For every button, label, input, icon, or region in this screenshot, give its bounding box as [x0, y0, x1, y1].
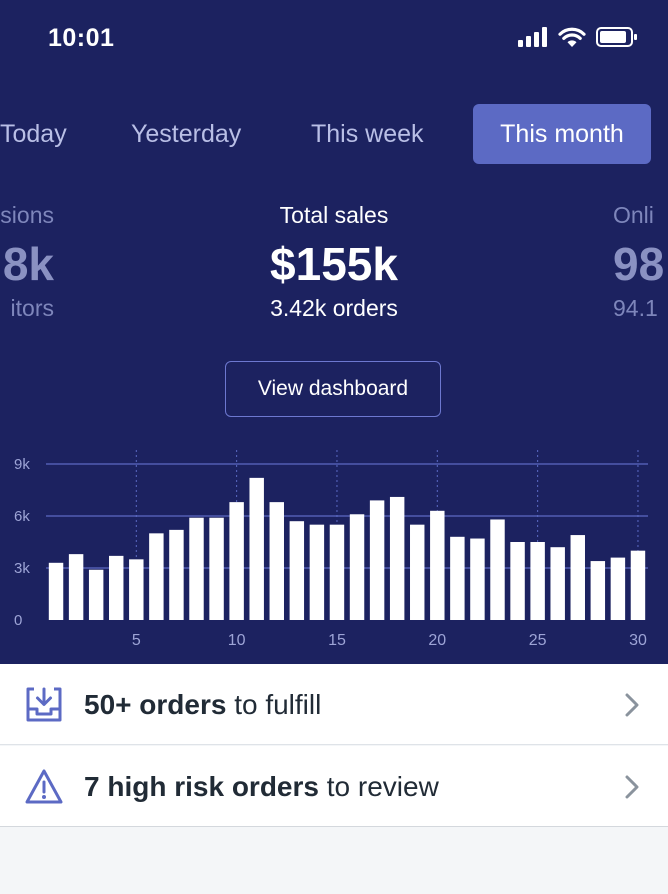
chart-bar [48, 562, 64, 620]
status-bar: 10:01 [0, 0, 668, 80]
metric-online-label: Onli [613, 202, 654, 228]
chart-bar [530, 542, 545, 620]
inbox-download-icon [26, 687, 62, 722]
sales-bar-chart: 0 3k 6k 9k 5 10 15 20 25 30 [14, 450, 648, 649]
chart-bar [88, 569, 104, 620]
chart-bar [369, 500, 385, 620]
high-risk-orders-count: 7 high risk orders [84, 771, 319, 802]
chart-x-tick-label: 10 [228, 632, 246, 649]
chart-x-tick-label: 20 [428, 632, 446, 649]
chart-x-tick-label: 15 [328, 632, 346, 649]
metric-online-store[interactable]: Onli 98 94.1 [613, 202, 664, 322]
chart-bar [490, 519, 505, 620]
chart-bar [109, 555, 124, 620]
chart-bar [430, 510, 445, 620]
chart-bar [189, 517, 204, 620]
high-risk-orders-row[interactable]: 7 high risk orders to review [0, 746, 668, 827]
status-icons [518, 26, 638, 48]
tab-yesterday[interactable]: Yesterday [131, 120, 242, 148]
orders-to-fulfill-row[interactable]: 50+ orders to fulfill [0, 664, 668, 745]
chart-bar [590, 561, 606, 620]
metric-sessions[interactable]: sions 8k itors [0, 202, 54, 322]
wifi-icon [558, 27, 586, 47]
chart-y-tick-label: 3k [14, 560, 30, 577]
sales-hero: 10:01 Today Yesterday This week This mon… [0, 0, 668, 664]
chart-bar [329, 524, 345, 620]
orders-to-fulfill-text: 50+ orders to fulfill [84, 664, 321, 745]
battery-icon [596, 27, 637, 47]
chart-bar [450, 536, 465, 620]
view-dashboard-button[interactable]: View dashboard [225, 361, 441, 417]
tab-today[interactable]: Today [0, 120, 67, 148]
chart-bar [209, 517, 224, 620]
chevron-right-icon [625, 775, 639, 799]
status-time: 10:01 [48, 24, 115, 52]
chart-bar [410, 524, 425, 620]
chart-bar [510, 542, 525, 620]
orders-to-fulfill-count: 50+ orders [84, 689, 227, 720]
metric-sessions-label: sions [0, 202, 54, 228]
chart-bar [249, 477, 264, 620]
chart-y-tick-label: 6k [14, 508, 30, 525]
chart-x-tick-label: 25 [529, 632, 547, 649]
chart-x-tick-label: 30 [629, 632, 647, 649]
metric-total-sales[interactable]: Total sales $155k 3.42k orders [184, 202, 484, 322]
chart-bar [389, 496, 405, 620]
chart-bar [349, 514, 365, 620]
chevron-right-icon [625, 693, 639, 717]
high-risk-orders-text: 7 high risk orders to review [84, 746, 439, 827]
chart-bar [269, 502, 284, 620]
total-sales-value: $155k [270, 238, 398, 290]
chart-bar [570, 535, 585, 620]
chart-bar [229, 502, 244, 620]
chart-bar [149, 533, 164, 620]
chart-bar [309, 524, 325, 620]
metric-online-sub: 94.1 [613, 295, 658, 321]
metric-sessions-value: 8k [2, 238, 54, 290]
chart-bar [169, 529, 184, 620]
chart-bar [470, 538, 485, 620]
chart-bar [289, 521, 305, 620]
metric-sessions-sub: itors [10, 295, 54, 321]
total-sales-label: Total sales [279, 202, 389, 228]
tab-this-month[interactable]: This month [473, 104, 651, 164]
warning-triangle-icon [25, 769, 63, 804]
chart-y-tick-label: 9k [14, 456, 30, 473]
chart-bar [129, 559, 144, 620]
tab-this-week[interactable]: This week [311, 120, 424, 148]
high-risk-orders-suffix: to review [318, 771, 439, 802]
total-sales-orders: 3.42k orders [270, 295, 398, 321]
chart-bar [610, 557, 626, 620]
chart-bar [68, 554, 84, 620]
metric-online-value: 98 [613, 238, 665, 290]
chart-bar [550, 547, 565, 620]
signal-icon [518, 27, 547, 47]
chart-y-tick-label: 0 [14, 612, 22, 629]
orders-to-fulfill-suffix: to fulfill [226, 689, 322, 720]
chart-bar [630, 550, 646, 620]
chart-x-tick-label: 5 [132, 632, 141, 649]
